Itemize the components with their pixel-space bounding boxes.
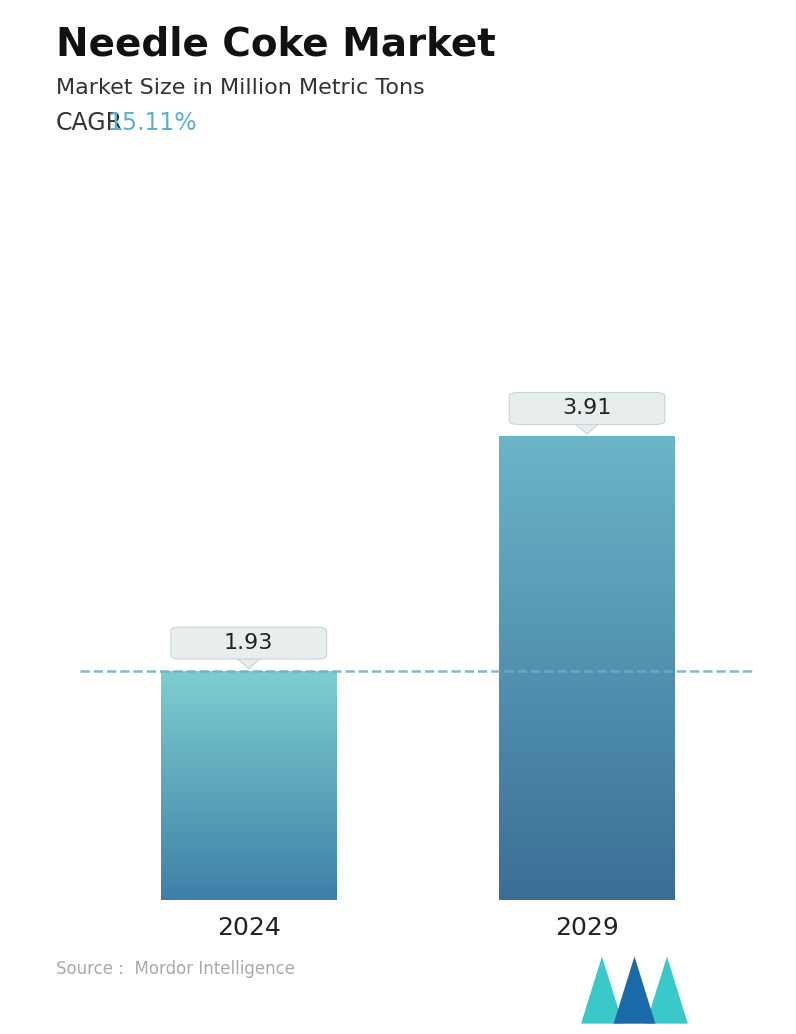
Polygon shape	[614, 956, 655, 1024]
Text: 1.93: 1.93	[224, 633, 274, 653]
Polygon shape	[233, 656, 264, 669]
FancyBboxPatch shape	[509, 393, 665, 425]
Polygon shape	[581, 956, 622, 1024]
Polygon shape	[646, 956, 688, 1024]
Text: Source :  Mordor Intelligence: Source : Mordor Intelligence	[56, 960, 295, 977]
Text: Market Size in Million Metric Tons: Market Size in Million Metric Tons	[56, 78, 424, 97]
Polygon shape	[572, 421, 603, 434]
Text: 3.91: 3.91	[562, 398, 612, 419]
Text: CAGR: CAGR	[56, 111, 123, 134]
FancyBboxPatch shape	[171, 627, 326, 659]
Text: 15.11%: 15.11%	[107, 111, 197, 134]
Text: Needle Coke Market: Needle Coke Market	[56, 26, 495, 64]
